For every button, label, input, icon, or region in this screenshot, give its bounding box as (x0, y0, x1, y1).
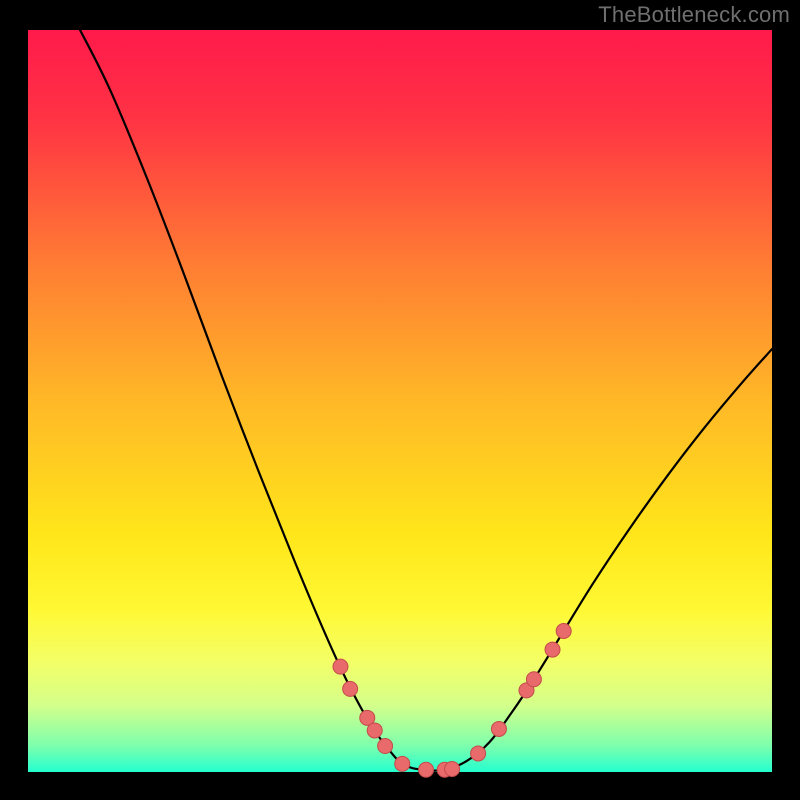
curve-markers (333, 624, 571, 778)
plot-area (28, 30, 772, 772)
curve-marker (343, 681, 358, 696)
curve-marker (395, 756, 410, 771)
curve-marker (545, 642, 560, 657)
curve-marker (445, 762, 460, 777)
watermark-text: TheBottleneck.com (598, 2, 790, 28)
curve-marker (367, 723, 382, 738)
curve-marker (556, 624, 571, 639)
curve-marker (471, 746, 486, 761)
chart-frame: TheBottleneck.com (0, 0, 800, 800)
valley-curve (80, 30, 772, 771)
curve-marker (378, 739, 393, 754)
curve-marker (419, 762, 434, 777)
curve-marker (491, 721, 506, 736)
chart-svg (28, 30, 772, 772)
curve-marker (526, 672, 541, 687)
curve-marker (333, 659, 348, 674)
